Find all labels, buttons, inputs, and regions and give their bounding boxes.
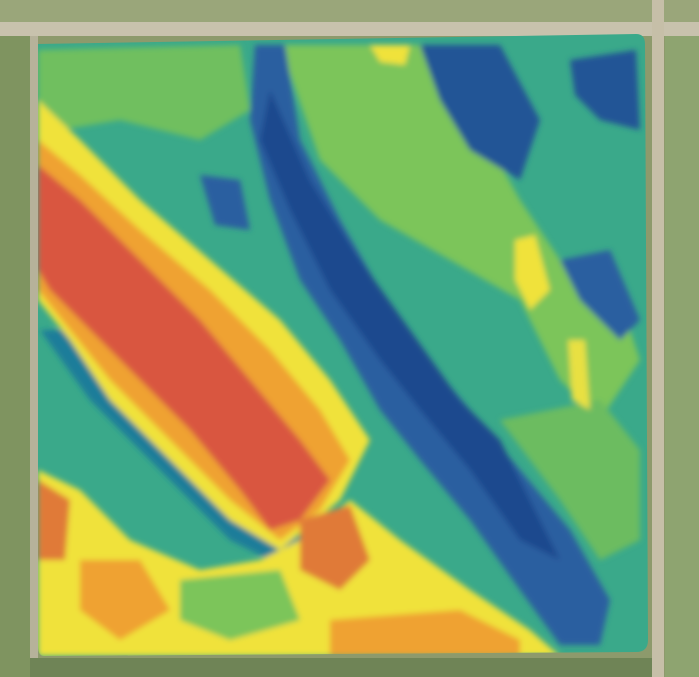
- neighbor-field: [30, 658, 660, 677]
- neighbor-field: [0, 36, 30, 677]
- road: [652, 0, 664, 677]
- zone-green: [38, 45, 250, 140]
- field-edge: [30, 36, 38, 658]
- field-map: [0, 0, 699, 677]
- neighbor-field: [665, 36, 699, 677]
- road: [0, 22, 699, 36]
- yield-overlay: [30, 30, 660, 670]
- neighbor-field: [0, 0, 699, 22]
